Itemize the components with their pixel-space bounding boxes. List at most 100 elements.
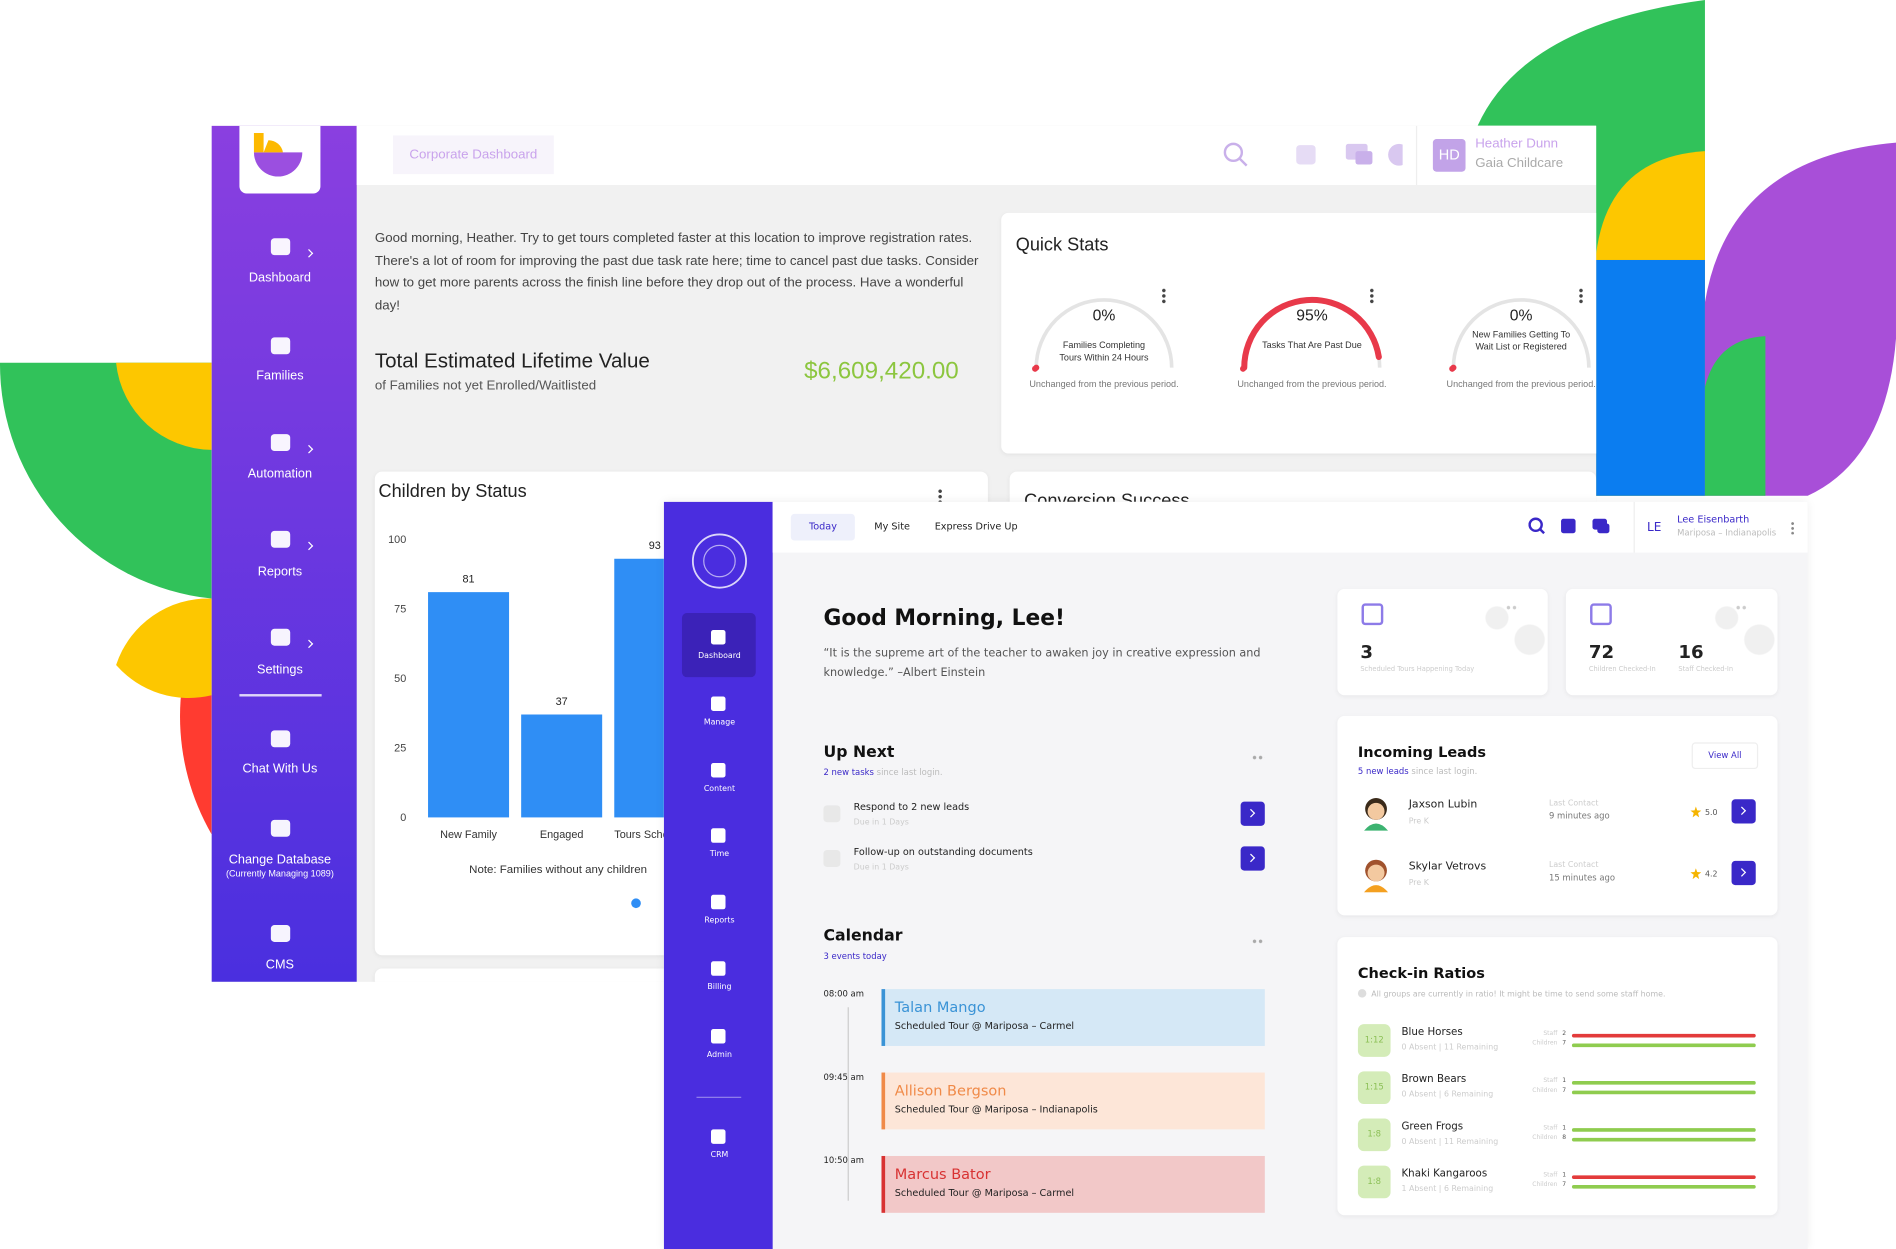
menu[interactable]: [1251, 939, 1265, 944]
separator: [1415, 125, 1418, 186]
children-label: Children: [1532, 1087, 1558, 1095]
group-name: Blue Horses: [1401, 1026, 1463, 1039]
nav-item[interactable]: Settings: [256, 662, 303, 678]
open-button[interactable]: [1240, 801, 1265, 826]
shape: [1704, 336, 1766, 496]
bar: [521, 714, 603, 818]
menu[interactable]: [1790, 521, 1795, 535]
nav-item[interactable]: Automation: [247, 466, 313, 482]
event[interactable]: Allison Bergson Scheduled Tour @ Mariposa…: [881, 1072, 1265, 1130]
checkbox[interactable]: [823, 850, 841, 867]
header-icons: [1528, 517, 1610, 535]
nav-icon: [710, 961, 726, 976]
legend-swatch: [631, 898, 641, 909]
since: since last login.: [876, 767, 943, 778]
user-name: Heather Dunn: [1475, 136, 1559, 152]
nav-item[interactable]: Billing: [707, 981, 732, 992]
children-count: 7: [1562, 1181, 1567, 1189]
nav-item[interactable]: Chat With Us: [242, 761, 318, 777]
task-title: Follow-up on outstanding documents: [853, 846, 1033, 858]
logo-box: [239, 125, 321, 194]
staff-bar: [1571, 1175, 1756, 1179]
chart-note: Note: Families without any children: [469, 864, 647, 876]
nav-item[interactable]: Change Database: [228, 852, 332, 867]
group-name: Khaki Kangaroos: [1401, 1168, 1488, 1181]
gauge-note: Unchanged from the previous period.: [1029, 378, 1179, 390]
nav-item[interactable]: CRM: [710, 1149, 729, 1160]
nav-item[interactable]: Manage: [703, 717, 736, 727]
nav-icon: [270, 238, 291, 256]
nav-item[interactable]: Admin: [706, 1049, 732, 1060]
staff-bar: [1571, 1033, 1756, 1038]
ratio-badge: 1:15: [1357, 1071, 1391, 1104]
nav-icon: [710, 629, 726, 645]
nav-item[interactable]: CMS: [265, 957, 295, 973]
shape: [116, 598, 212, 699]
staff-count: 1: [1562, 1124, 1567, 1132]
menu[interactable]: [1251, 755, 1265, 760]
checkin-card: Check-in Ratios All groups are currently…: [1337, 937, 1778, 1216]
nav-item[interactable]: Reports: [257, 564, 303, 580]
staff-bar: [1571, 1128, 1756, 1132]
nav-icon: [270, 819, 291, 837]
nav-icon: [710, 762, 726, 778]
nav-item[interactable]: Reports: [704, 915, 735, 926]
gauge-note: Unchanged from the previous period.: [1237, 378, 1387, 390]
greeting: Good morning, Heather. Try to get tours …: [374, 230, 979, 314]
nav-icon: [270, 434, 291, 452]
event-name: Allison Bergson: [894, 1082, 1007, 1100]
event-time: 09:45 am: [823, 1072, 864, 1083]
group-detail: 0 Absent | 6 Remaining: [1401, 1089, 1494, 1100]
tab[interactable]: Corporate Dashboard: [392, 135, 554, 175]
view-all-button[interactable]: View All: [1691, 742, 1759, 770]
rating: 4.2: [1704, 869, 1718, 880]
gauge-value-label: 0%: [1092, 305, 1116, 325]
tab[interactable]: Express Drive Up: [934, 521, 1018, 533]
event[interactable]: Talan Mango Scheduled Tour @ Mariposa – C…: [881, 989, 1265, 1046]
menu[interactable]: [938, 488, 942, 505]
since: since last login.: [1411, 766, 1478, 777]
lead-avatar: [1357, 794, 1395, 831]
event-time: 10:50 am: [823, 1155, 864, 1166]
kebab[interactable]: [1162, 287, 1166, 304]
nav-item[interactable]: Time: [709, 848, 730, 859]
staff-label: Staff: [1543, 1030, 1558, 1038]
location: Mariposa – Indianapolis: [1677, 528, 1777, 539]
open-button[interactable]: [1240, 846, 1265, 871]
tab[interactable]: My Site: [874, 521, 910, 533]
staff-label: Staff: [1543, 1124, 1558, 1132]
chevron: [1246, 853, 1256, 863]
nav-item[interactable]: Families: [256, 368, 304, 384]
front-window: Dashboard Manage Content Time Reports Billing…: [663, 501, 1808, 1249]
group-detail: 0 Absent | 11 Remaining: [1401, 1136, 1499, 1147]
kebab[interactable]: [1370, 287, 1374, 304]
open-button[interactable]: [1731, 860, 1756, 886]
nav-item[interactable]: Dashboard: [248, 270, 311, 286]
star: [1690, 868, 1702, 880]
tab[interactable]: Today: [790, 513, 856, 541]
open-button[interactable]: [1731, 799, 1756, 824]
kebab[interactable]: [1579, 287, 1583, 304]
nav-icon: [270, 530, 291, 548]
nav-item[interactable]: Dashboard: [698, 650, 741, 661]
header-icons: [1223, 142, 1403, 167]
nav-sublabel: (Currently Managing 1089): [225, 868, 334, 880]
organization: Gaia Childcare: [1475, 155, 1564, 171]
decor: [1475, 588, 1548, 662]
logo: [253, 133, 303, 177]
gauge-value-label: 95%: [1296, 305, 1328, 325]
active-item: [681, 613, 756, 678]
avatar[interactable]: HD: [1432, 139, 1466, 172]
nav-icon: [710, 1129, 726, 1144]
avatar[interactable]: LE: [1646, 521, 1662, 535]
gauge-track: [1451, 298, 1591, 368]
checkbox[interactable]: [823, 805, 841, 823]
event-detail: Scheduled Tour @ Mariposa – Indianapolis: [894, 1103, 1098, 1115]
divider: [239, 694, 322, 697]
nav-item[interactable]: Content: [703, 783, 736, 794]
nav-icon: [270, 730, 291, 748]
event[interactable]: Marcus Bator Scheduled Tour @ Mariposa – …: [881, 1155, 1265, 1213]
gauge-track: [1034, 298, 1174, 368]
